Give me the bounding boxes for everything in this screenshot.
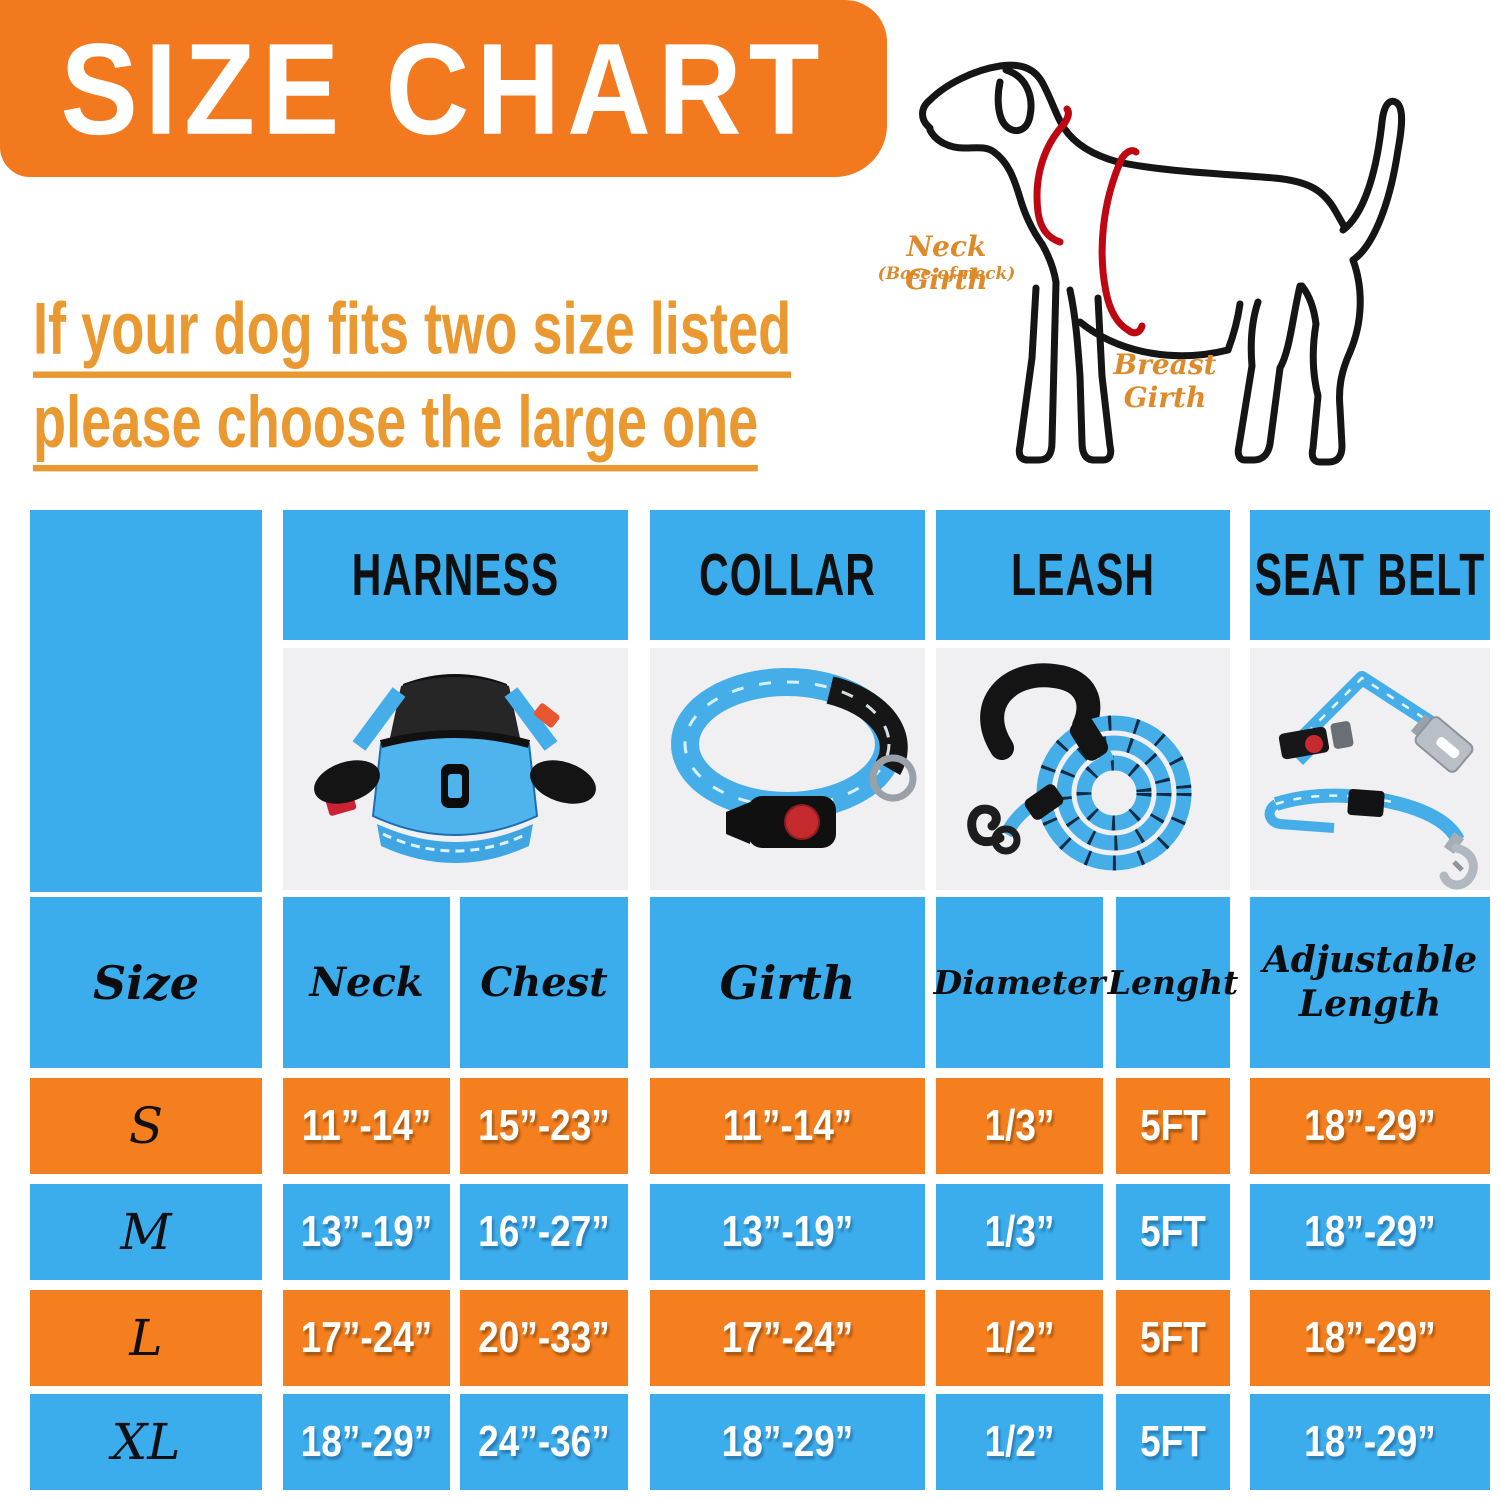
row-l-length: 5FT (1116, 1290, 1230, 1386)
size-note: If your dog fits two size listed please … (33, 293, 792, 483)
harness-photo-cell (283, 648, 628, 890)
leash-photo-illustration (967, 663, 1192, 871)
group-header-seat-belt: SEAT BELT (1250, 510, 1490, 640)
row-l-adjustable: 18”-29” (1250, 1290, 1490, 1386)
neck-girth-label: Neck Girth (905, 230, 988, 296)
dog-measurement-diagram (912, 58, 1490, 498)
row-xl-adjustable: 18”-29” (1250, 1394, 1490, 1490)
size-note-line2: please choose the large one (33, 386, 759, 472)
row-m-girth: 13”-19” (650, 1184, 925, 1280)
row-l-chest: 20”-33” (460, 1290, 628, 1386)
row-s-length: 5FT (1116, 1078, 1230, 1174)
subheader-girth: Girth (650, 897, 925, 1068)
row-l-size: L (30, 1290, 262, 1386)
table-corner-cell (30, 510, 262, 892)
row-m-length: 5FT (1116, 1184, 1230, 1280)
row-l-diameter: 1/2” (936, 1290, 1103, 1386)
row-l-neck: 17”-24” (283, 1290, 450, 1386)
page-title: SIZE CHART (60, 15, 827, 162)
row-m-diameter: 1/3” (936, 1184, 1103, 1280)
seat-belt-photo-cell (1250, 648, 1490, 890)
row-m-chest: 16”-27” (460, 1184, 628, 1280)
collar-photo-illustration (671, 668, 917, 848)
title-banner: SIZE CHART (0, 0, 887, 177)
collar-photo-cell (650, 648, 925, 890)
row-m-neck: 13”-19” (283, 1184, 450, 1280)
row-xl-neck: 18”-29” (283, 1394, 450, 1490)
group-header-harness: HARNESS (283, 510, 628, 640)
row-xl-size: XL (30, 1394, 262, 1490)
row-s-chest: 15”-23” (460, 1078, 628, 1174)
subheader-lenght: Lenght (1108, 897, 1238, 1068)
row-xl-girth: 18”-29” (650, 1394, 925, 1490)
subheader-neck: Neck (283, 897, 450, 1068)
row-s-size: S (30, 1078, 262, 1174)
size-note-line1: If your dog fits two size listed (33, 293, 792, 378)
neck-girth-sublabel: (Base of neck) (877, 264, 1016, 284)
harness-photo-illustration (314, 674, 596, 863)
subheader-chest: Chest (460, 897, 628, 1068)
group-header-leash: LEASH (936, 510, 1230, 640)
row-l-girth: 17”-24” (650, 1290, 925, 1386)
row-xl-length: 5FT (1116, 1394, 1230, 1490)
row-s-diameter: 1/3” (936, 1078, 1103, 1174)
row-xl-diameter: 1/2” (936, 1394, 1103, 1490)
subheader-size: Size (30, 897, 262, 1068)
row-s-adjustable: 18”-29” (1250, 1078, 1490, 1174)
breast-girth-label: Breast Girth (1113, 348, 1217, 414)
subheader-diameter: Diameter (933, 897, 1106, 1068)
seat-belt-photo-illustration (1264, 671, 1478, 890)
row-s-girth: 11”-14” (650, 1078, 925, 1174)
row-xl-chest: 24”-36” (460, 1394, 628, 1490)
subheader-adjustable-length: Adjustable Length (1250, 897, 1490, 1068)
leash-photo-cell (936, 648, 1230, 890)
row-m-adjustable: 18”-29” (1250, 1184, 1490, 1280)
row-m-size: M (30, 1184, 262, 1280)
dog-outline-illustration (919, 61, 1406, 466)
group-header-collar: COLLAR (650, 510, 925, 640)
row-s-neck: 11”-14” (283, 1078, 450, 1174)
